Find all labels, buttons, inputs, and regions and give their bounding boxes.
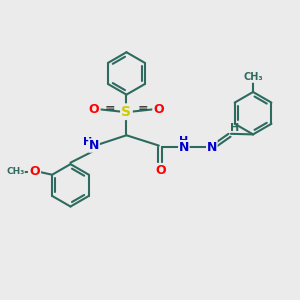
Text: S: S xyxy=(122,105,131,119)
Text: N: N xyxy=(207,141,217,154)
Text: =: = xyxy=(105,102,116,115)
Text: H: H xyxy=(230,123,239,133)
Text: O: O xyxy=(89,103,99,116)
Text: =: = xyxy=(137,102,148,115)
Text: CH₃: CH₃ xyxy=(244,72,263,82)
Text: O: O xyxy=(155,164,166,177)
Text: H: H xyxy=(179,136,188,146)
Text: O: O xyxy=(29,165,40,178)
Text: H: H xyxy=(83,137,92,147)
Text: N: N xyxy=(89,139,99,152)
Text: O: O xyxy=(154,103,164,116)
Text: CH₃: CH₃ xyxy=(6,167,25,176)
Text: N: N xyxy=(179,141,189,154)
